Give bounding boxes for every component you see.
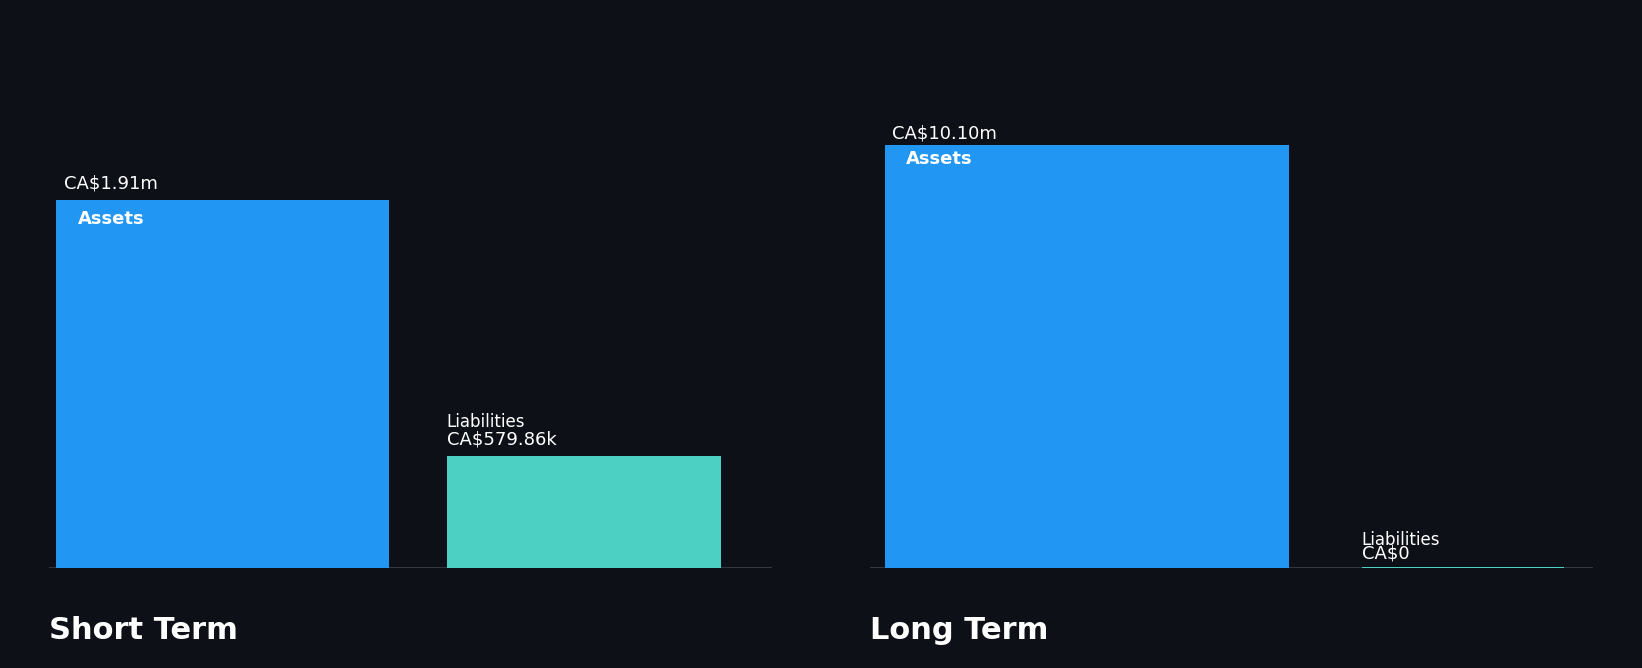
Text: CA$1.91m: CA$1.91m (64, 174, 158, 192)
Bar (1361, 566, 1563, 568)
Text: CA$10.10m: CA$10.10m (892, 124, 997, 142)
Bar (56, 200, 389, 568)
Text: CA$0: CA$0 (1361, 545, 1409, 562)
Bar (885, 146, 1289, 568)
Text: Liabilities: Liabilities (1361, 531, 1440, 549)
Text: Assets: Assets (906, 150, 974, 168)
Text: Long Term: Long Term (870, 616, 1049, 645)
Bar (447, 456, 721, 568)
Text: Liabilities: Liabilities (447, 413, 525, 432)
Text: Short Term: Short Term (49, 616, 238, 645)
Text: Assets: Assets (79, 210, 144, 228)
Text: CA$579.86k: CA$579.86k (447, 431, 557, 448)
